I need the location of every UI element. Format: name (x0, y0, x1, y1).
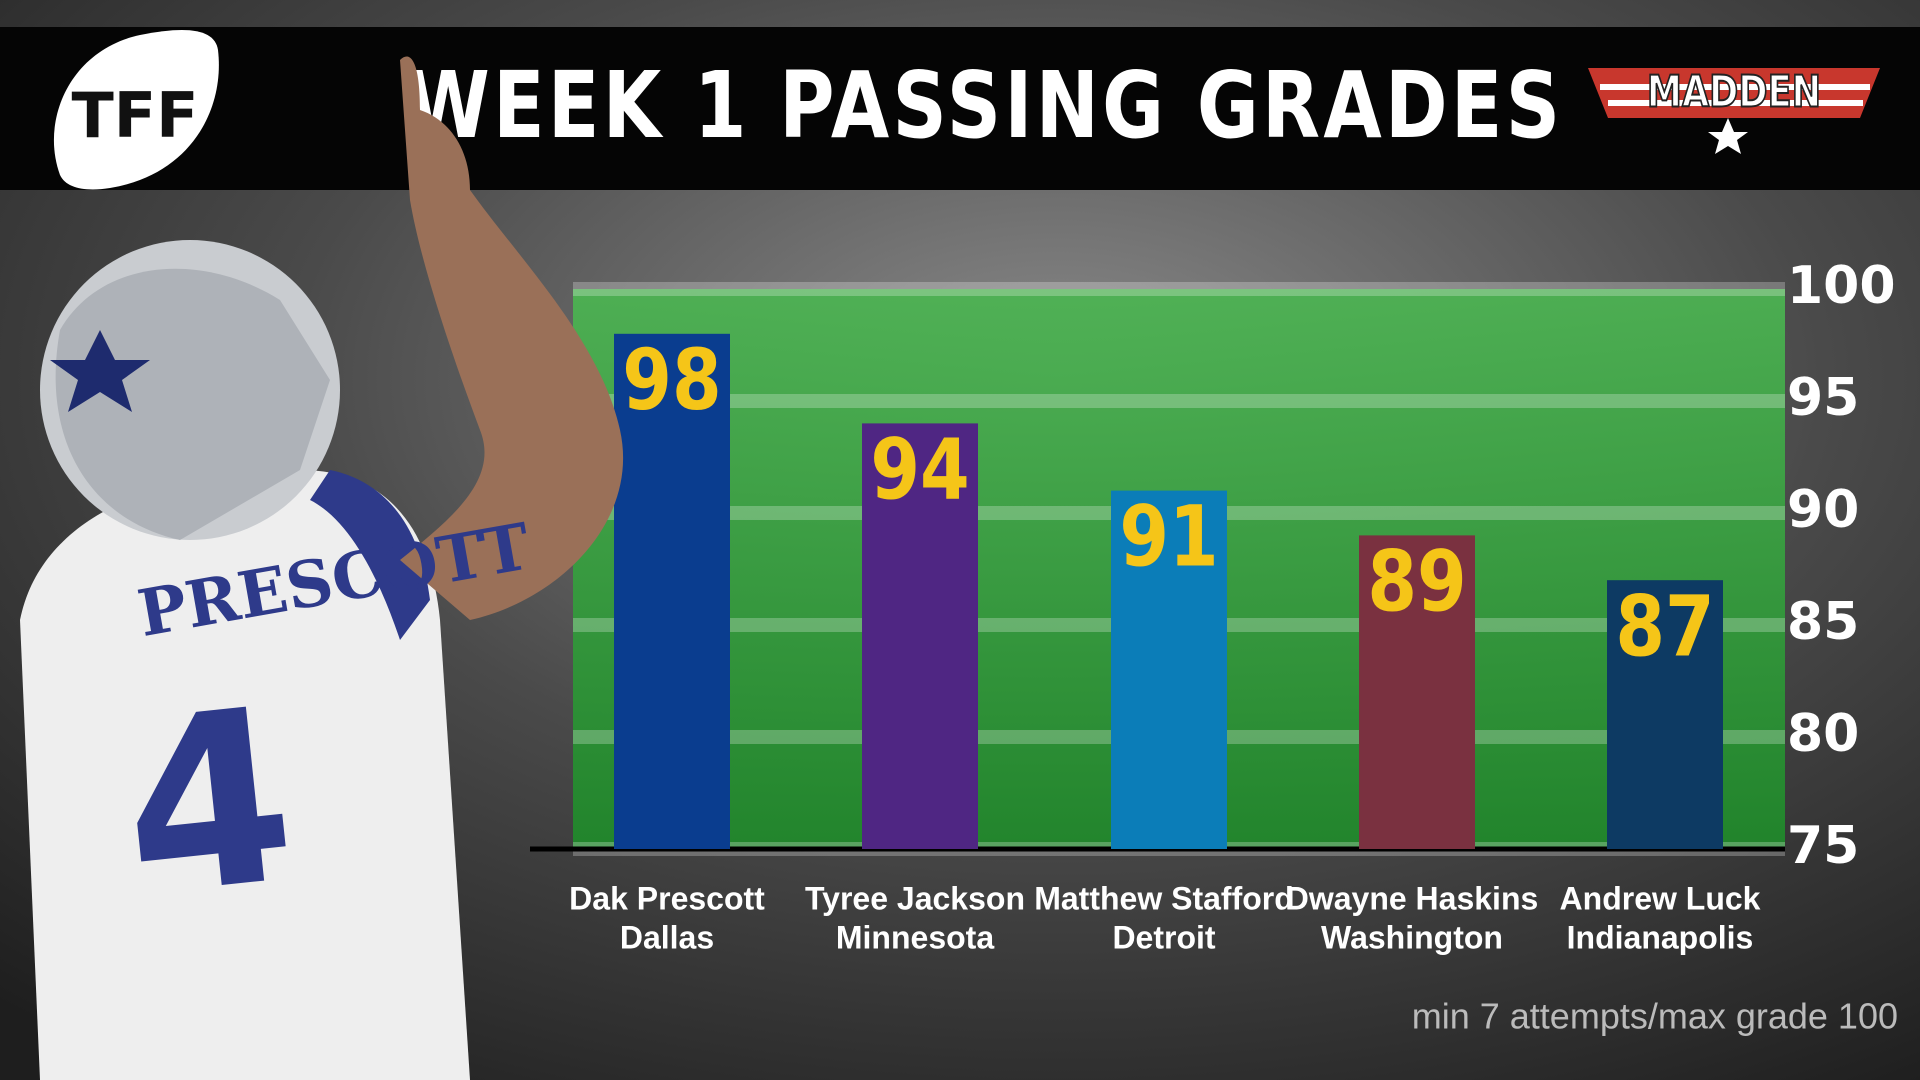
y-tick-label: 90 (1787, 480, 1859, 540)
bar (862, 423, 978, 849)
madden-logo: MADDEN (1588, 66, 1880, 154)
x-tick-label: Andrew Luck (1560, 880, 1761, 916)
y-tick-label: 100 (1787, 256, 1896, 316)
plot-area (530, 282, 1785, 856)
x-tick-sublabel: Detroit (1112, 919, 1215, 955)
x-tick-label: Tyree Jackson (805, 880, 1025, 916)
y-tick-label: 85 (1787, 592, 1859, 652)
footnote: min 7 attempts/max grade 100 (1412, 996, 1898, 1037)
logo-text: MADDEN (1647, 67, 1821, 118)
x-tick-label: Matthew Stafford (1034, 880, 1294, 916)
chart-title: WEEK 1 PASSING GRADES (407, 52, 1564, 159)
y-tick-label: 75 (1787, 816, 1859, 876)
x-tick-label: Dwayne Haskins (1286, 880, 1539, 916)
player-photo: PRESCOTT 4 (20, 56, 624, 1080)
bar (1607, 580, 1723, 849)
header-band (0, 27, 1920, 190)
x-tick-label: Dak Prescott (569, 880, 765, 916)
jersey-number: 4 (111, 655, 306, 951)
x-tick-sublabel: Washington (1321, 919, 1503, 955)
bar (1359, 535, 1475, 849)
value-label: 87 (1615, 579, 1714, 676)
bar (1111, 490, 1227, 849)
value-label: 98 (622, 332, 721, 429)
bar (614, 333, 730, 849)
logo-text: TFF (72, 79, 199, 152)
x-tick-sublabel: Dallas (620, 919, 714, 955)
x-tick-sublabel: Indianapolis (1567, 919, 1754, 955)
value-label: 94 (870, 422, 969, 519)
tff-logo: TFF (53, 30, 219, 190)
value-label: 89 (1367, 534, 1466, 631)
value-label: 91 (1119, 489, 1218, 586)
y-tick-label: 95 (1787, 368, 1859, 428)
x-tick-sublabel: Minnesota (836, 919, 994, 955)
y-tick-label: 80 (1787, 704, 1859, 764)
